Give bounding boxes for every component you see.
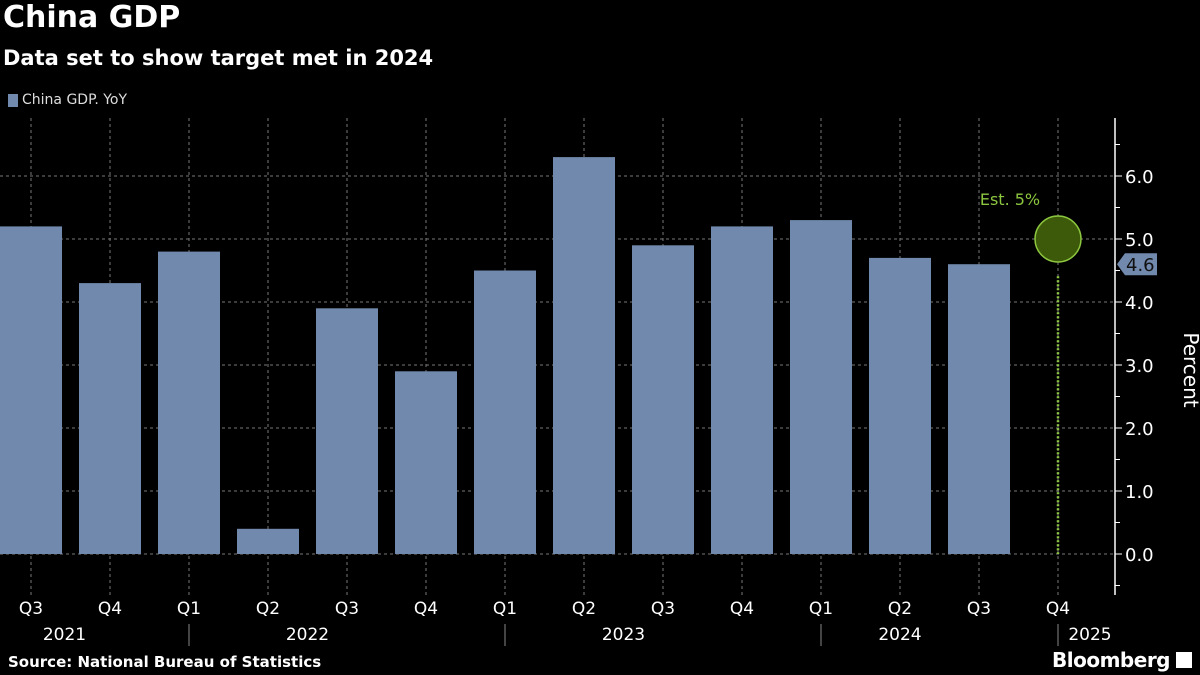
x-tick-label: Q1 bbox=[493, 599, 517, 619]
x-tick-label: Q3 bbox=[651, 599, 675, 619]
legend-label: China GDP. YoY bbox=[22, 92, 128, 108]
x-tick-label: Q2 bbox=[256, 599, 280, 619]
estimate-label: Est. 5% bbox=[980, 190, 1040, 209]
legend-swatch bbox=[8, 93, 18, 107]
x-year-label: 2024 bbox=[878, 625, 921, 645]
bar bbox=[474, 270, 536, 554]
y-tick-label: 5.0 bbox=[1125, 230, 1154, 251]
last-value-label: 4.6 bbox=[1126, 255, 1155, 276]
y-axis-title: Percent bbox=[1179, 332, 1200, 407]
x-year-label: 2025 bbox=[1068, 625, 1111, 645]
x-year-label: 2021 bbox=[43, 625, 86, 645]
bar bbox=[237, 528, 299, 554]
bar bbox=[711, 226, 773, 554]
bar bbox=[948, 264, 1010, 554]
logo-text: Bloomberg bbox=[1052, 648, 1170, 672]
y-tick-label: 0.0 bbox=[1125, 545, 1154, 566]
x-tick-label: Q1 bbox=[809, 599, 833, 619]
source-note: Source: National Bureau of Statistics bbox=[8, 653, 322, 671]
x-tick-label: Q4 bbox=[98, 599, 122, 619]
x-tick-label: Q4 bbox=[730, 599, 754, 619]
x-tick-label: Q4 bbox=[1046, 599, 1070, 619]
x-tick-label: Q3 bbox=[335, 599, 359, 619]
x-year-label: 2023 bbox=[602, 625, 645, 645]
bloomberg-logo: Bloomberg bbox=[1052, 648, 1192, 672]
x-tick-label: Q3 bbox=[19, 599, 43, 619]
bar bbox=[0, 226, 62, 554]
bar bbox=[869, 257, 931, 554]
bar bbox=[790, 220, 852, 554]
y-tick-label: 4.0 bbox=[1125, 293, 1154, 314]
bar bbox=[632, 245, 694, 555]
bar bbox=[79, 283, 141, 554]
y-tick-label: 3.0 bbox=[1125, 356, 1154, 377]
bar bbox=[395, 371, 457, 554]
chart-subtitle: Data set to show target met in 2024 bbox=[3, 46, 434, 70]
bar bbox=[158, 251, 220, 554]
x-tick-label: Q2 bbox=[572, 599, 596, 619]
logo-icon bbox=[1176, 652, 1192, 668]
x-tick-label: Q1 bbox=[177, 599, 201, 619]
x-year-label: 2022 bbox=[286, 625, 329, 645]
bar bbox=[553, 157, 615, 554]
y-tick-label: 2.0 bbox=[1125, 419, 1154, 440]
bar bbox=[316, 308, 378, 554]
legend: China GDP. YoY bbox=[8, 92, 127, 108]
chart-title: China GDP bbox=[3, 0, 181, 35]
last-value-tag bbox=[1117, 253, 1157, 276]
x-tick-label: Q2 bbox=[888, 599, 912, 619]
y-tick-label: 6.0 bbox=[1125, 167, 1154, 188]
estimate-marker bbox=[1034, 215, 1082, 263]
y-tick-label: 1.0 bbox=[1125, 482, 1154, 503]
x-tick-label: Q3 bbox=[967, 599, 991, 619]
x-tick-label: Q4 bbox=[414, 599, 438, 619]
